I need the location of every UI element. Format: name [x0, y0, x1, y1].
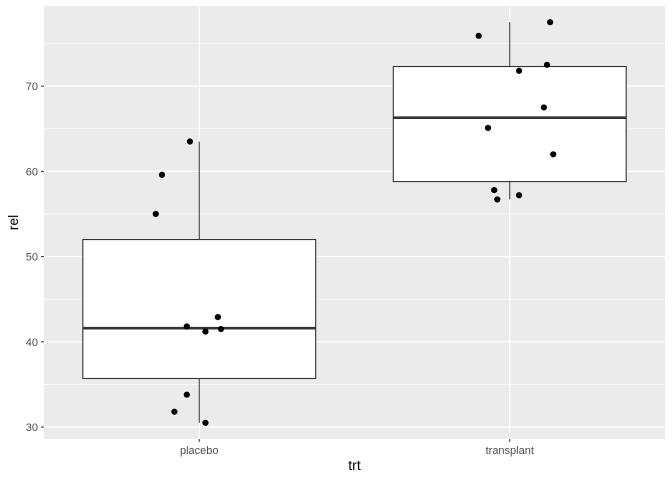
y-tick-label: 60: [26, 166, 38, 178]
data-point: [202, 328, 209, 335]
data-point: [186, 138, 194, 145]
data-point: [491, 187, 498, 194]
data-point: [494, 196, 501, 203]
data-point: [152, 210, 159, 218]
data-point: [171, 408, 178, 415]
y-tick-label: 40: [26, 337, 38, 349]
box-placebo: [82, 238, 317, 380]
data-point: [547, 19, 554, 26]
data-points: [152, 19, 557, 426]
y-axis-title: rel: [5, 215, 21, 231]
data-point: [543, 61, 551, 68]
y-tick-label: 70: [26, 81, 38, 93]
data-point: [158, 171, 166, 178]
data-point: [540, 104, 548, 111]
data-point: [183, 323, 190, 330]
y-tick-label: 30: [26, 422, 38, 434]
data-point: [183, 391, 190, 398]
data-point: [515, 192, 523, 199]
data-point: [475, 32, 482, 39]
box-transplant: [392, 65, 627, 183]
y-axis: 30 40 50 60 70: [26, 81, 44, 434]
data-point: [217, 325, 225, 333]
data-point: [202, 419, 209, 426]
y-tick-label: 50: [26, 252, 38, 264]
x-tick-label: transplant: [486, 445, 534, 457]
data-point: [214, 314, 221, 321]
x-tick-label: placebo: [180, 445, 219, 457]
data-point: [515, 67, 523, 74]
data-point: [550, 151, 557, 158]
x-axis: placebo transplant: [180, 439, 534, 457]
data-point: [484, 124, 492, 131]
boxes: [82, 22, 627, 423]
x-axis-title: trt: [348, 457, 361, 473]
